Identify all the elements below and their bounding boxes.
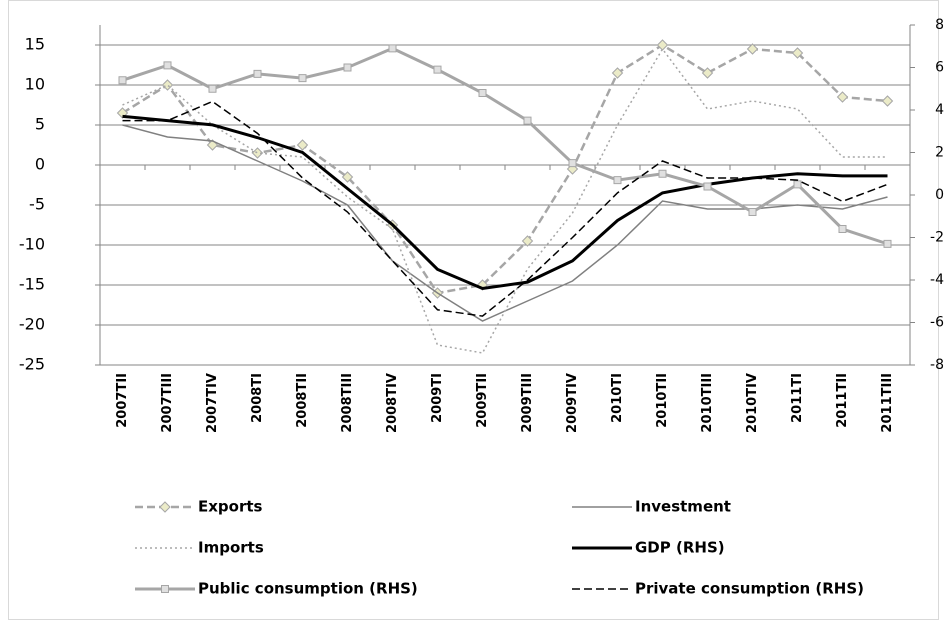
point-marker [521, 235, 534, 247]
x-tick-label: 2008TI [250, 373, 265, 423]
point-marker [253, 69, 262, 78]
point-marker [478, 89, 487, 97]
chart-frame [8, 0, 939, 620]
point-marker [298, 74, 307, 83]
y-tick-label: -10 [19, 235, 45, 254]
point-marker [251, 147, 264, 159]
point-marker [523, 116, 532, 125]
point-marker [701, 67, 714, 79]
x-tick-label: 2011TIII [880, 373, 895, 433]
x-tick-label: 2009TIV [565, 373, 580, 433]
y-tick-label: 5 [35, 115, 45, 134]
y-tick-label: 0 [35, 155, 45, 174]
x-tick-label: 2011TI [790, 373, 805, 423]
point-marker [341, 171, 354, 183]
point-marker [836, 91, 849, 103]
point-marker [118, 76, 127, 85]
x-tick-label: 2009TII [475, 373, 490, 428]
x-tick-label: 2009TIII [520, 373, 535, 433]
y2-tick-label: -8 [930, 357, 944, 373]
point-marker [161, 79, 174, 91]
series-line [122, 100, 888, 317]
x-tick-label: 2010TII [655, 373, 670, 428]
point-marker [296, 139, 309, 151]
point-marker [838, 225, 847, 233]
x-tick-label: 2008TII [295, 373, 310, 428]
x-tick-label: 2007TIV [205, 373, 220, 433]
legend-marker [159, 501, 171, 513]
series-line [121, 43, 888, 295]
x-tick-label: 2007TII [115, 373, 130, 428]
x-tick-label: 2008TIII [340, 373, 355, 433]
x-tick-label: 2007TIII [160, 373, 175, 433]
point-marker [163, 61, 172, 70]
x-tick-label: 2009TI [430, 373, 445, 423]
point-marker [611, 67, 624, 79]
y-tick-label: -20 [19, 315, 45, 334]
point-marker [746, 43, 759, 55]
point-marker [881, 95, 894, 107]
point-marker [658, 169, 667, 178]
legend-label: Investment [635, 498, 731, 516]
point-marker [208, 84, 217, 93]
y2-tick-label: 0 [935, 187, 944, 203]
point-marker [748, 208, 757, 216]
x-tick-label: 2008TIV [385, 373, 400, 433]
point-marker [568, 159, 577, 168]
legend-label: Exports [198, 498, 263, 516]
series-line [122, 46, 888, 246]
y-tick-label: 15 [25, 35, 45, 54]
point-marker [791, 47, 804, 59]
point-marker [343, 63, 352, 72]
legend-label: Public consumption (RHS) [198, 580, 418, 598]
legend-label: GDP (RHS) [635, 539, 725, 557]
y2-tick-label: 6 [935, 60, 944, 76]
point-marker [793, 180, 802, 189]
y-tick-label: -15 [19, 275, 45, 294]
y2-tick-label: -2 [930, 230, 944, 246]
series-line [122, 114, 888, 291]
point-marker [613, 176, 622, 185]
point-marker [883, 239, 892, 248]
point-marker [433, 65, 442, 74]
y2-tick-label: -4 [930, 272, 944, 288]
y2-tick-label: -6 [930, 315, 944, 331]
legend-marker [161, 585, 169, 593]
point-marker [703, 182, 712, 191]
y-tick-label: -25 [19, 355, 45, 374]
y-tick-label: -5 [29, 195, 45, 214]
y2-tick-label: 8 [935, 17, 944, 33]
x-tick-label: 2010TIII [700, 373, 715, 433]
x-tick-label: 2010TIV [745, 373, 760, 433]
y2-tick-label: 4 [935, 102, 944, 118]
legend-label: Private consumption (RHS) [635, 580, 864, 598]
point-marker [388, 44, 397, 53]
y-tick-label: 10 [25, 75, 45, 94]
series-line [122, 47, 888, 354]
x-tick-label: 2010TI [610, 373, 625, 423]
x-tick-label: 2011TII [835, 373, 850, 428]
legend-label: Imports [198, 539, 264, 557]
y2-tick-label: 2 [935, 145, 944, 161]
